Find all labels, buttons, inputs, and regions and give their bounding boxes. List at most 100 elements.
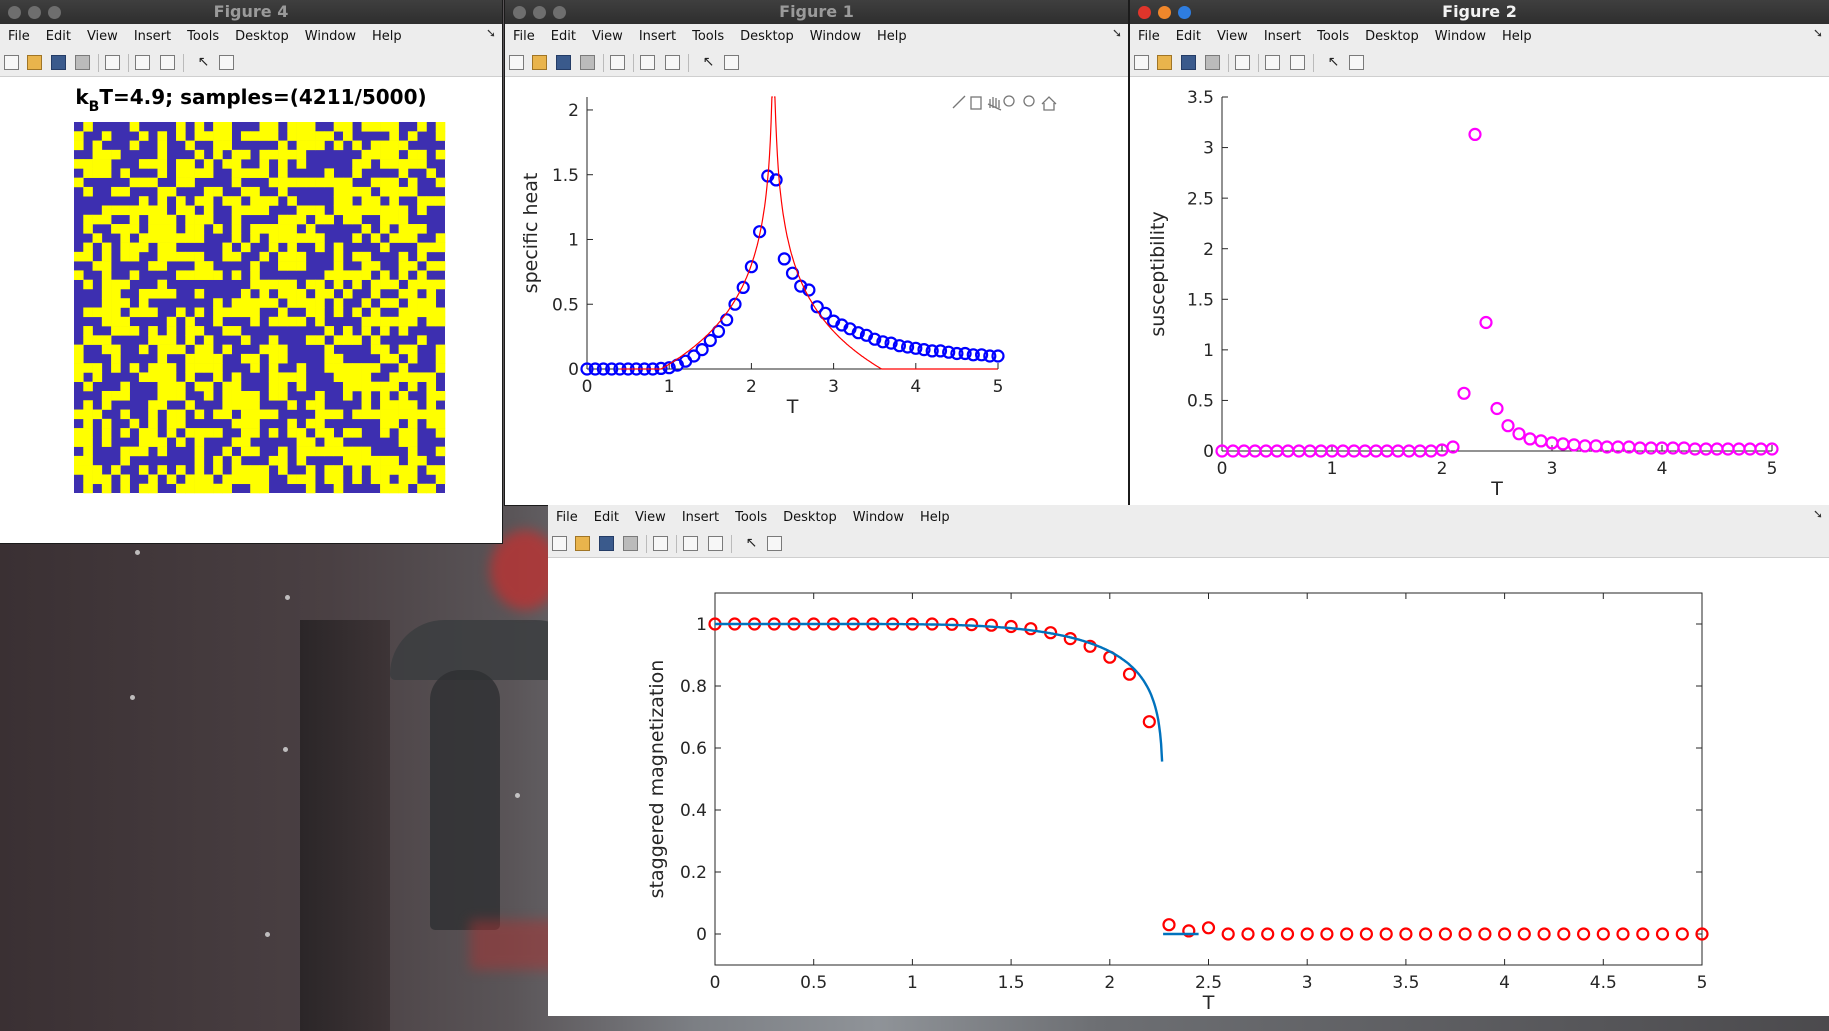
print-icon[interactable]	[623, 536, 638, 551]
save-icon[interactable]	[599, 536, 614, 551]
edit-plot-cursor-icon[interactable]: ↖	[702, 54, 715, 70]
close-icon[interactable]	[1138, 6, 1151, 19]
menu-desktop[interactable]: Desktop	[783, 510, 837, 525]
menu-view[interactable]: View	[634, 510, 666, 525]
menu-insert[interactable]: Insert	[1263, 29, 1302, 44]
menu-tools[interactable]: Tools	[1317, 29, 1350, 44]
edit-plot-cursor-icon[interactable]: ↖	[745, 535, 758, 551]
spin-up-cell	[398, 390, 409, 401]
property-inspector-icon[interactable]	[1349, 55, 1364, 70]
menu-insert[interactable]: Insert	[681, 510, 720, 525]
property-inspector-icon[interactable]	[724, 55, 739, 70]
print-icon[interactable]	[1205, 55, 1220, 70]
maximize-icon[interactable]	[1178, 6, 1191, 19]
menu-help[interactable]: Help	[372, 29, 402, 44]
export-icon[interactable]	[970, 96, 982, 110]
save-icon[interactable]	[556, 55, 571, 70]
open-file-icon[interactable]	[575, 536, 590, 551]
spin-up-cell	[157, 131, 168, 141]
link-plot-icon[interactable]	[1235, 55, 1250, 70]
menu-file[interactable]: File	[556, 510, 578, 525]
spin-up-cell	[333, 298, 344, 308]
menu-arrow-icon[interactable]: ➘	[1812, 507, 1823, 521]
menu-desktop[interactable]: Desktop	[235, 29, 289, 44]
menu-arrow-icon[interactable]: ➘	[1111, 26, 1122, 40]
menu-help[interactable]: Help	[877, 29, 907, 44]
edit-plot-cursor-icon[interactable]: ↖	[197, 54, 210, 70]
home-icon[interactable]	[1041, 96, 1057, 111]
new-figure-icon[interactable]	[4, 55, 19, 70]
legend-icon[interactable]	[665, 55, 680, 70]
menu-edit[interactable]: Edit	[550, 29, 576, 44]
maximize-icon[interactable]	[48, 6, 61, 19]
menu-help[interactable]: Help	[920, 510, 950, 525]
pan-hand-icon[interactable]	[987, 97, 1002, 111]
menu-help[interactable]: Help	[1502, 29, 1532, 44]
property-inspector-icon[interactable]	[219, 55, 234, 70]
edit-plot-cursor-icon[interactable]: ↖	[1327, 54, 1340, 70]
new-figure-icon[interactable]	[552, 536, 567, 551]
spin-up-cell	[157, 344, 168, 355]
menu-edit[interactable]: Edit	[1175, 29, 1201, 44]
new-figure-icon[interactable]	[1134, 55, 1149, 70]
menu-window[interactable]: Window	[1434, 29, 1487, 44]
link-plot-icon[interactable]	[653, 536, 668, 551]
spin-up-cell	[268, 409, 279, 420]
menu-insert[interactable]: Insert	[638, 29, 677, 44]
new-figure-icon[interactable]	[509, 55, 524, 70]
window-titlebar[interactable]: Figure 2	[1130, 0, 1829, 24]
close-icon[interactable]	[513, 6, 526, 19]
legend-icon[interactable]	[1290, 55, 1305, 70]
spin-up-cell	[83, 428, 93, 438]
spin-up-cell	[352, 428, 362, 438]
menu-tools[interactable]: Tools	[692, 29, 725, 44]
minimize-icon[interactable]	[533, 6, 546, 19]
menu-desktop[interactable]: Desktop	[1365, 29, 1419, 44]
figure2-window: Figure 2 File Edit View Insert Tools Desktop W…	[1130, 0, 1829, 513]
open-file-icon[interactable]	[532, 55, 547, 70]
close-icon[interactable]	[8, 6, 21, 19]
brush-icon[interactable]	[952, 95, 966, 109]
colorbar-icon[interactable]	[683, 536, 698, 551]
legend-icon[interactable]	[708, 536, 723, 551]
open-file-icon[interactable]	[27, 55, 42, 70]
menu-view[interactable]: View	[1216, 29, 1248, 44]
menu-edit[interactable]: Edit	[45, 29, 71, 44]
menu-file[interactable]: File	[1138, 29, 1160, 44]
menu-window[interactable]: Window	[809, 29, 862, 44]
spin-up-cell	[278, 279, 288, 290]
menu-arrow-icon[interactable]: ➘	[485, 26, 496, 40]
window-titlebar[interactable]: Figure 4	[0, 0, 502, 24]
legend-icon[interactable]	[160, 55, 175, 70]
colorbar-icon[interactable]	[135, 55, 150, 70]
colorbar-icon[interactable]	[1265, 55, 1280, 70]
minimize-icon[interactable]	[28, 6, 41, 19]
menu-arrow-icon[interactable]: ➘	[1812, 26, 1823, 40]
menu-view[interactable]: View	[591, 29, 623, 44]
open-file-icon[interactable]	[1157, 55, 1172, 70]
menu-window[interactable]: Window	[852, 510, 905, 525]
menu-tools[interactable]: Tools	[735, 510, 768, 525]
minimize-icon[interactable]	[1158, 6, 1171, 19]
zoom-out-icon[interactable]	[1023, 95, 1035, 107]
menu-edit[interactable]: Edit	[593, 510, 619, 525]
menu-insert[interactable]: Insert	[133, 29, 172, 44]
print-icon[interactable]	[75, 55, 90, 70]
save-icon[interactable]	[1181, 55, 1196, 70]
save-icon[interactable]	[51, 55, 66, 70]
menu-file[interactable]: File	[513, 29, 535, 44]
menu-tools[interactable]: Tools	[187, 29, 220, 44]
menu-desktop[interactable]: Desktop	[740, 29, 794, 44]
menu-file[interactable]: File	[8, 29, 30, 44]
link-plot-icon[interactable]	[610, 55, 625, 70]
property-inspector-icon[interactable]	[767, 536, 782, 551]
colorbar-icon[interactable]	[640, 55, 655, 70]
menu-window[interactable]: Window	[304, 29, 357, 44]
maximize-icon[interactable]	[553, 6, 566, 19]
link-plot-icon[interactable]	[105, 55, 120, 70]
window-titlebar[interactable]: Figure 1	[505, 0, 1128, 24]
zoom-in-icon[interactable]	[1003, 95, 1015, 107]
menu-view[interactable]: View	[86, 29, 118, 44]
print-icon[interactable]	[580, 55, 595, 70]
spin-up-cell	[315, 418, 325, 429]
